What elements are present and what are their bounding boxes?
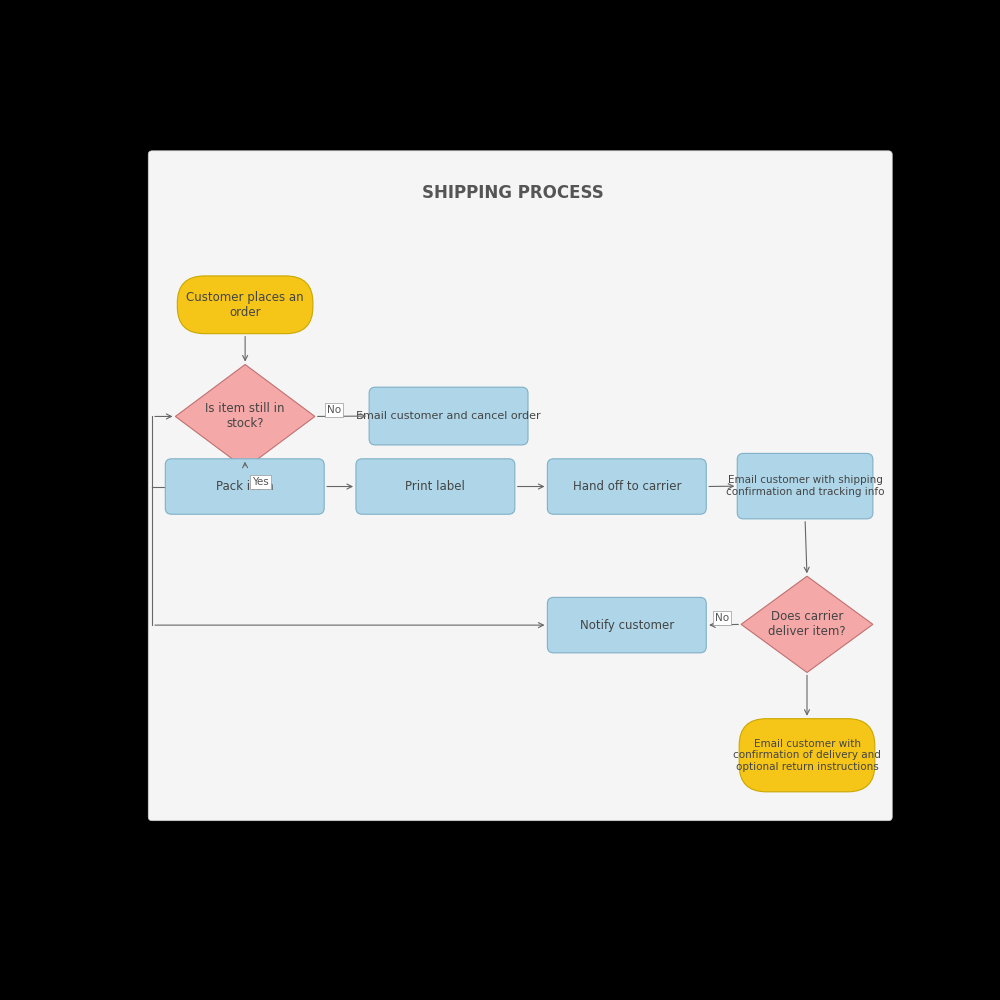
Text: Print label: Print label	[405, 480, 465, 493]
FancyBboxPatch shape	[177, 276, 313, 334]
Text: No: No	[715, 613, 729, 623]
Polygon shape	[175, 364, 315, 468]
Text: Email customer with shipping
confirmation and tracking info: Email customer with shipping confirmatio…	[726, 475, 884, 497]
FancyBboxPatch shape	[739, 719, 875, 792]
Text: Does carrier
deliver item?: Does carrier deliver item?	[768, 610, 846, 638]
Text: Yes: Yes	[252, 477, 269, 487]
Text: Pack item: Pack item	[216, 480, 274, 493]
Text: Notify customer: Notify customer	[580, 619, 674, 632]
FancyBboxPatch shape	[165, 459, 324, 514]
Text: Email customer and cancel order: Email customer and cancel order	[356, 411, 541, 421]
Polygon shape	[741, 576, 873, 672]
FancyBboxPatch shape	[547, 597, 706, 653]
Text: Hand off to carrier: Hand off to carrier	[573, 480, 681, 493]
Text: Email customer with
confirmation of delivery and
optional return instructions: Email customer with confirmation of deli…	[733, 739, 881, 772]
Text: No: No	[327, 405, 341, 415]
Text: Is item still in
stock?: Is item still in stock?	[205, 402, 285, 430]
FancyBboxPatch shape	[547, 459, 706, 514]
Text: Customer places an
order: Customer places an order	[186, 291, 304, 319]
FancyBboxPatch shape	[369, 387, 528, 445]
FancyBboxPatch shape	[148, 151, 892, 821]
FancyBboxPatch shape	[737, 453, 873, 519]
Text: SHIPPING PROCESS: SHIPPING PROCESS	[422, 184, 603, 202]
FancyBboxPatch shape	[356, 459, 515, 514]
